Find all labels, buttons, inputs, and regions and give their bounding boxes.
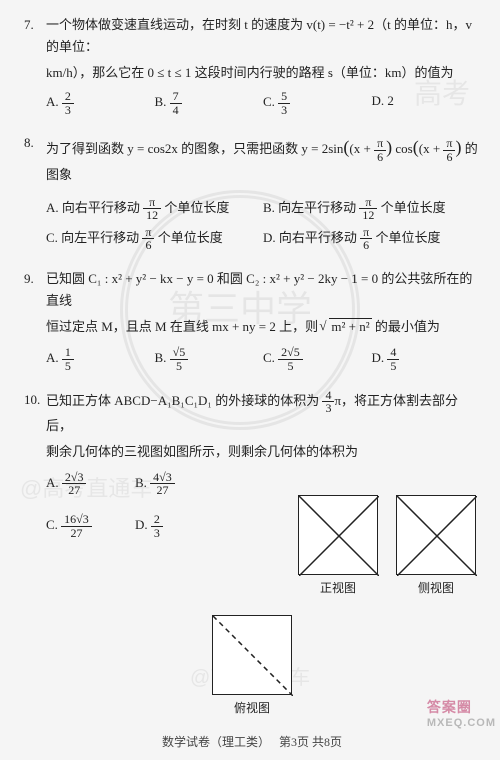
- top-view-wrap: 俯视图: [24, 615, 480, 718]
- question-9: 9. 已知圆 C₁ : x² + y² − kx − y = 0 和圆 C₂ :…: [24, 268, 480, 376]
- top-view-figure: [212, 615, 292, 695]
- q10-opt-a: A. 2√327: [46, 471, 135, 497]
- q7-text1: 一个物体做变速直线运动，在时刻 t 的速度为 v(t) = −t² + 2（t …: [46, 14, 480, 58]
- q9-number: 9.: [24, 268, 46, 312]
- q8-number: 8.: [24, 132, 46, 185]
- q7-text2: km/h），那么它在 0 ≤ t ≤ 1 这段时间内行驶的路程 s（单位：km）…: [24, 62, 480, 84]
- q9-opt-d: D. 45: [372, 346, 481, 372]
- front-view-figure: [298, 495, 378, 575]
- side-view-figure: [396, 495, 476, 575]
- q9-opt-a: A. 15: [46, 346, 155, 372]
- question-8: 8. 为了得到函数 y = cos2x 的图象，只需把函数 y = 2sin((…: [24, 132, 480, 256]
- page-footer: 数学试卷（理工类） 第3页 共8页: [24, 732, 480, 752]
- top-view-label: 俯视图: [212, 698, 292, 718]
- question-10: 10. 已知正方体 ABCD−A₁B₁C₁D₁ 的外接球的体积为 43π，将正方…: [24, 389, 480, 719]
- q7-opt-d: D. 2: [372, 90, 481, 116]
- q7-opt-a: A. 23: [46, 90, 155, 116]
- q10-number: 10.: [24, 389, 46, 437]
- q7-opt-c: C. 53: [263, 90, 372, 116]
- q9-text1: 已知圆 C₁ : x² + y² − kx − y = 0 和圆 C₂ : x²…: [46, 268, 480, 312]
- q9-text2: 恒过定点 M，且点 M 在直线 mx + ny = 2 上，则 m² + n² …: [24, 316, 480, 338]
- q10-opt-b: B. 4√327: [135, 471, 224, 497]
- question-7: 7. 一个物体做变速直线运动，在时刻 t 的速度为 v(t) = −t² + 2…: [24, 14, 480, 120]
- q7-opt-b: B. 74: [155, 90, 264, 116]
- front-view-label: 正视图: [298, 578, 378, 598]
- q8-opt-d: D. 向右平行移动 π6 个单位长度: [263, 226, 480, 252]
- q10-text1: 已知正方体 ABCD−A₁B₁C₁D₁ 的外接球的体积为 43π，将正方体割去部…: [46, 389, 480, 437]
- three-view-row: 正视图 侧视图: [24, 495, 480, 598]
- answer-stamp: 答案圈 MXEQ.COM: [427, 697, 496, 729]
- q8-text1: 为了得到函数 y = cos2x 的图象，只需把函数 y = 2sin((x +…: [46, 132, 480, 185]
- q10-opt-c: C. 16√327: [46, 513, 135, 539]
- q8-opt-c: C. 向左平行移动 π6 个单位长度: [46, 226, 263, 252]
- q8-opt-b: B. 向左平行移动 π12 个单位长度: [263, 196, 480, 222]
- q9-opt-b: B. √55: [155, 346, 264, 372]
- q10-opt-d: D. 23: [135, 513, 224, 539]
- q8-opt-a: A. 向右平行移动 π12 个单位长度: [46, 196, 263, 222]
- q9-opt-c: C. 2√55: [263, 346, 372, 372]
- q10-text2: 剩余几何体的三视图如图所示，则剩余几何体的体积为: [24, 441, 480, 463]
- q7-number: 7.: [24, 14, 46, 58]
- side-view-label: 侧视图: [396, 578, 476, 598]
- page: 高考 @高考直通车 @高考直通车 第三中学 7. 一个物体做变速直线运动，在时刻…: [0, 0, 500, 760]
